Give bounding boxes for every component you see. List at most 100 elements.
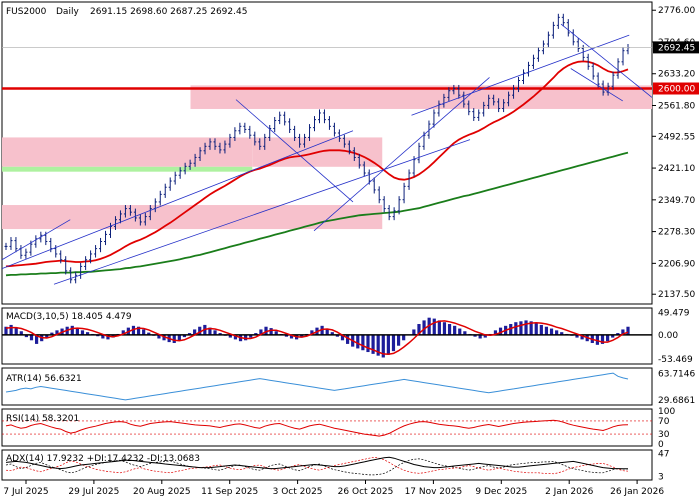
adx-line: [5, 456, 628, 470]
macd-hist-bar: [447, 324, 452, 335]
price-zones: [2, 85, 652, 230]
macd-hist-bar: [136, 326, 141, 335]
x-tick-label: 7 Jul 2025: [3, 487, 48, 497]
macd-hist-bar: [356, 334, 360, 349]
adx-y-tick-label: 3: [658, 472, 664, 482]
macd-hist-bar: [249, 334, 253, 338]
rsi-y-tick-label: 100: [658, 407, 675, 417]
macd-hist-bar: [320, 325, 324, 335]
macd-hist-bar: [381, 334, 385, 358]
trendline-7: [570, 68, 623, 102]
macd-hist-bar: [121, 330, 125, 335]
macd-hist-bar: [396, 334, 401, 346]
macd-hist-bar: [376, 334, 380, 356]
macd-hist-bar: [493, 330, 498, 335]
atr-panel: 63.7146 29.6861 ATR(14) 56.6321: [1, 367, 695, 406]
macd-hist-bar: [361, 334, 365, 351]
level-label: 2600.00: [658, 85, 695, 95]
macd-hist-bar: [213, 330, 217, 335]
macd-hist-bar: [437, 320, 441, 335]
macd-hist-bar: [498, 327, 503, 335]
macd-hist-bar: [514, 322, 518, 335]
macd-hist-bar: [228, 334, 232, 338]
macd-hist-bar: [417, 324, 421, 335]
macd-panel: 49.479 0.00 -53.469 MACD(3,10,5) 18.405 4.…: [1, 307, 693, 365]
price-y-tick-label: 2278.30: [658, 228, 695, 238]
macd-hist-bar: [289, 334, 294, 339]
macd-hist-bar: [473, 334, 477, 337]
macd-hist-bar: [386, 334, 390, 355]
macd-hist-bar: [529, 321, 533, 335]
macd-hist-bar: [555, 330, 559, 335]
price-y-tick-label: 2206.90: [658, 259, 695, 269]
x-tick-label: 26 Jan 2026: [610, 487, 664, 497]
adx-y-axis: 47 3: [658, 450, 669, 483]
atr-panel-frame: [1, 367, 653, 406]
macd-hist-bar: [432, 318, 436, 335]
price-y-tick-label: 2776.00: [658, 6, 695, 16]
atr-y-tick-label: 63.7146: [658, 369, 695, 379]
macd-hist-bar: [580, 334, 584, 340]
chart-header-timeframe: Daily: [56, 7, 79, 17]
macd-signal-line: [5, 320, 629, 356]
macd-hist-bar: [325, 328, 329, 335]
macd-panel-frame: [1, 307, 653, 365]
rsi-label: RSI(14) 58.3201: [6, 414, 79, 424]
macd-hist-bar: [80, 330, 85, 335]
macd-y-tick-label: 0.00: [658, 331, 678, 341]
adx-panel: 47 3 ADX(14) 17.9232 +DI:17.4232 -DI:13.0…: [1, 449, 669, 483]
macd-hist-bar: [198, 326, 202, 335]
macd-hist-bar: [616, 333, 620, 335]
ma-slow-line: [5, 151, 629, 277]
macd-hist-bar: [182, 334, 187, 338]
macd-hist-bar: [345, 334, 350, 344]
adx-panel-frame: [1, 449, 653, 481]
x-tick-label: 3 Oct 2025: [273, 487, 323, 497]
macd-hist-bar: [131, 325, 136, 335]
rsi-content: [2, 419, 652, 437]
x-tick-label: 20 Aug 2025: [133, 487, 191, 497]
macd-hist-bar: [575, 334, 579, 338]
trendline-4: [313, 77, 490, 232]
x-tick-label: 26 Oct 2025: [338, 487, 394, 497]
macd-hist-bar: [534, 323, 538, 335]
rsi-y-tick-label: 0: [658, 440, 664, 450]
price-y-tick-label: 2137.50: [658, 290, 695, 300]
macd-hist-bar: [4, 326, 8, 335]
trendline-0: [1, 130, 354, 270]
zone-support-1: [2, 166, 253, 172]
price-panel: 2776.002704.602633.202561.802492.552421.…: [1, 1, 699, 305]
macd-hist-bar: [177, 334, 181, 341]
price-y-tick-label: 2349.70: [658, 196, 695, 206]
x-tick-label: 17 Nov 2025: [405, 487, 463, 497]
macd-hist-bar: [422, 320, 426, 335]
macd-hist-bar: [544, 326, 549, 335]
x-tick-label: 9 Dec 2025: [475, 487, 527, 497]
macd-y-tick-label: -53.469: [658, 355, 693, 365]
macd-hist-bar: [142, 329, 146, 335]
level-label-box: [653, 82, 699, 95]
macd-hist-bar: [560, 332, 564, 335]
macd-hist-bar: [606, 334, 610, 342]
macd-hist-bar: [244, 334, 248, 341]
trendline-1: [53, 139, 471, 285]
macd-hist-bar: [34, 334, 39, 344]
macd-hist-bar: [19, 331, 23, 335]
macd-hist-bar: [193, 329, 197, 335]
macd-hist-bar: [626, 326, 630, 335]
macd-hist-bar: [264, 326, 268, 335]
trendline-2: [1, 219, 71, 261]
macd-hist-bar: [208, 327, 212, 335]
rsi-y-tick-label: 30: [658, 430, 670, 440]
macd-hist-bar: [162, 334, 166, 341]
zone-resistance-3: [2, 205, 383, 230]
zone-resistance-4: [190, 85, 652, 109]
macd-hist-bar: [233, 334, 238, 340]
macd-hist-bar: [621, 329, 625, 335]
atr-y-tick-label: 29.6861: [658, 396, 695, 406]
last-price-box: [653, 41, 699, 54]
macd-hist-bar: [29, 334, 34, 341]
